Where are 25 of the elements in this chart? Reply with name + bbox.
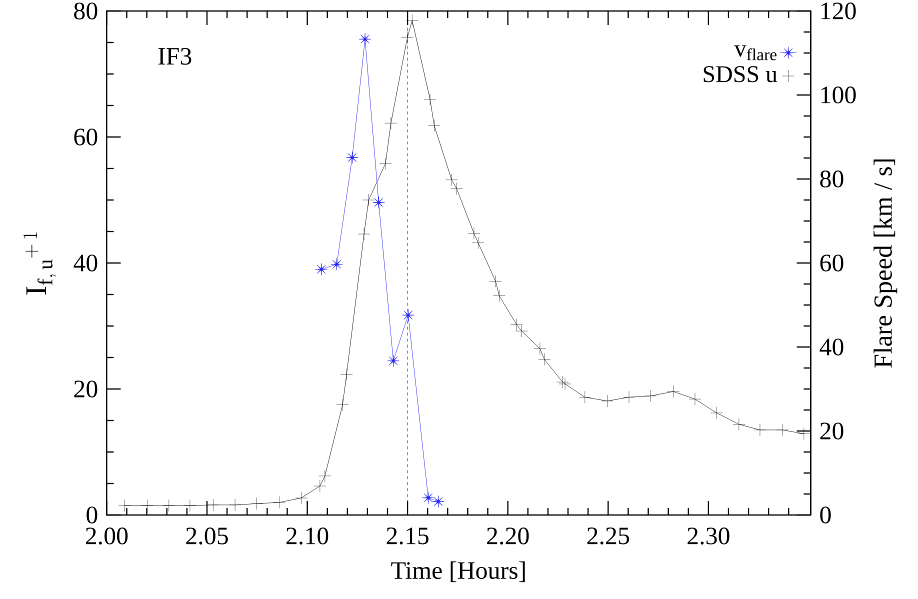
x-tick-label: 2.05 (186, 528, 228, 545)
y-tick-label: 40 (74, 254, 98, 272)
y-tick-label: 80 (74, 2, 98, 20)
y2-tick-label: 80 (820, 170, 844, 188)
y-tick-label: 20 (74, 380, 98, 398)
x-axis-title: Time [Hours] (391, 561, 525, 582)
y2-tick-label: 40 (820, 338, 844, 356)
x-tick-label: 2.15 (386, 528, 428, 544)
y2-tick-label: 20 (820, 422, 844, 440)
x-tick-label: 2.30 (688, 528, 730, 545)
y2-tick-label: 120 (821, 2, 856, 20)
x-tick-label: 2.10 (286, 528, 328, 545)
x-tick-label: 2.20 (487, 528, 529, 545)
legend-label: v$_{flare}$ (734, 45, 776, 60)
y2-tick-label: 100 (821, 86, 856, 104)
y2-tick-label: 60 (820, 254, 844, 272)
annotation: IF3 (158, 48, 192, 65)
y-tick-label: 0 (86, 506, 98, 524)
legend-label: SDSS u (704, 66, 778, 82)
y-axis-title: $\mathrm{I}_{\mathrm{f,\,u}}{}^{+\,1}$ (23, 232, 56, 295)
x-tick-label: 2.25 (587, 528, 630, 544)
y2-axis-title: Flare Speed [km / s] (874, 159, 898, 368)
y-tick-label: 60 (74, 128, 98, 146)
x-tick-label: 2.00 (86, 528, 128, 545)
y2-tick-label: 0 (820, 506, 831, 524)
